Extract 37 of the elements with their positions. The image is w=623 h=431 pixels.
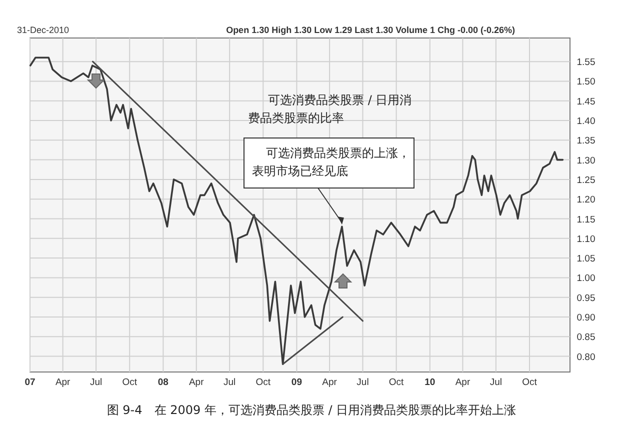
y-tick-label: 0.80: [576, 352, 596, 363]
x-tick-label: Jul: [490, 377, 502, 388]
annotation: 可选消费品类股票的上涨，表明市场已经见底: [252, 146, 410, 178]
y-tick-label: 1.10: [576, 234, 596, 245]
x-tick-label: 07: [24, 377, 36, 388]
y-tick-label: 1.00: [576, 273, 596, 284]
x-tick-label: Oct: [122, 377, 138, 388]
y-tick-label: 0.90: [576, 312, 596, 324]
annotation: 可选消费品类股票 / 日用消费品类股票的比率: [248, 93, 412, 125]
y-tick-label: 1.50: [576, 76, 596, 88]
x-tick-label: Jul: [224, 377, 236, 388]
x-tick-label: 08: [158, 377, 168, 388]
x-tick-label: Apr: [322, 377, 337, 388]
x-tick-label: Oct: [522, 377, 538, 388]
y-tick-label: 1.15: [576, 214, 596, 226]
x-tick-label: 10: [424, 377, 436, 388]
x-tick-label: Oct: [256, 377, 271, 388]
x-tick-label: Apr: [455, 377, 470, 388]
x-tick-label: 09: [291, 377, 302, 388]
caption: 图 9-4 在 2009 年，可选消费品类股票 / 日用消费品类股票的比率开始上涨: [106, 403, 516, 417]
text: Open 1.30 High 1.30 Low 1.29 Last 1.30 Volume 1 Chg -0.00 (-0.26%): [226, 25, 515, 35]
y-tick-label: 1.05: [576, 254, 596, 265]
y-tick-label: 1.55: [576, 57, 596, 68]
y-tick-label: 1.30: [576, 155, 596, 166]
y-tick-label: 1.35: [576, 136, 596, 147]
x-tick-label: Apr: [188, 377, 204, 388]
x-tick-label: Oct: [388, 377, 404, 388]
y-tick-label: 1.45: [576, 96, 596, 108]
y-tick-label: 1.25: [576, 174, 596, 186]
y-tick-label: 0.95: [576, 292, 596, 304]
y-tick-label: 1.20: [576, 194, 596, 206]
x-tick-label: Jul: [356, 377, 369, 388]
x-tick-label: Apr: [55, 377, 70, 388]
x-tick-label: Jul: [90, 377, 102, 388]
y-tick-label: 0.85: [576, 332, 596, 344]
y-tick-label: 1.40: [576, 116, 596, 128]
chart-subtitle: 31-Dec-2010: [17, 25, 70, 35]
